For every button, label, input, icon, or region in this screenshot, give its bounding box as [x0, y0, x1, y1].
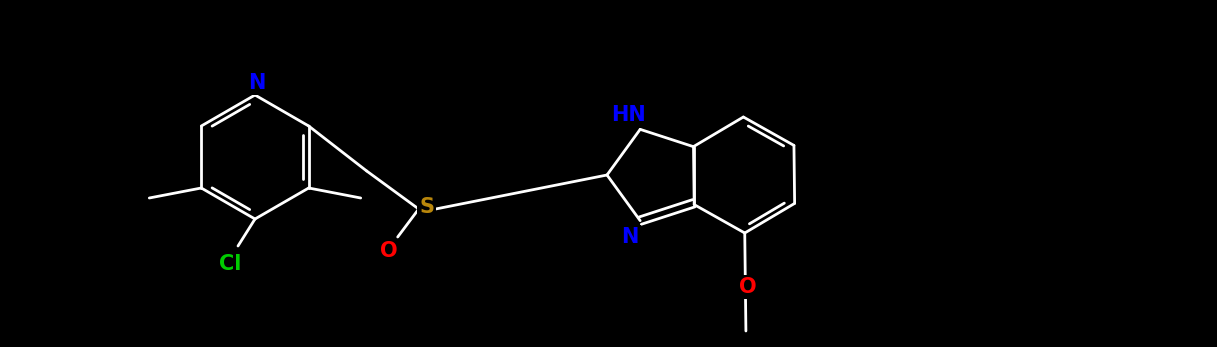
Text: Cl: Cl — [219, 254, 241, 274]
Text: O: O — [739, 277, 756, 297]
Text: N: N — [248, 73, 265, 93]
Text: S: S — [419, 197, 434, 217]
Text: HN: HN — [611, 105, 645, 125]
Text: O: O — [380, 241, 398, 261]
Text: N: N — [622, 227, 639, 247]
